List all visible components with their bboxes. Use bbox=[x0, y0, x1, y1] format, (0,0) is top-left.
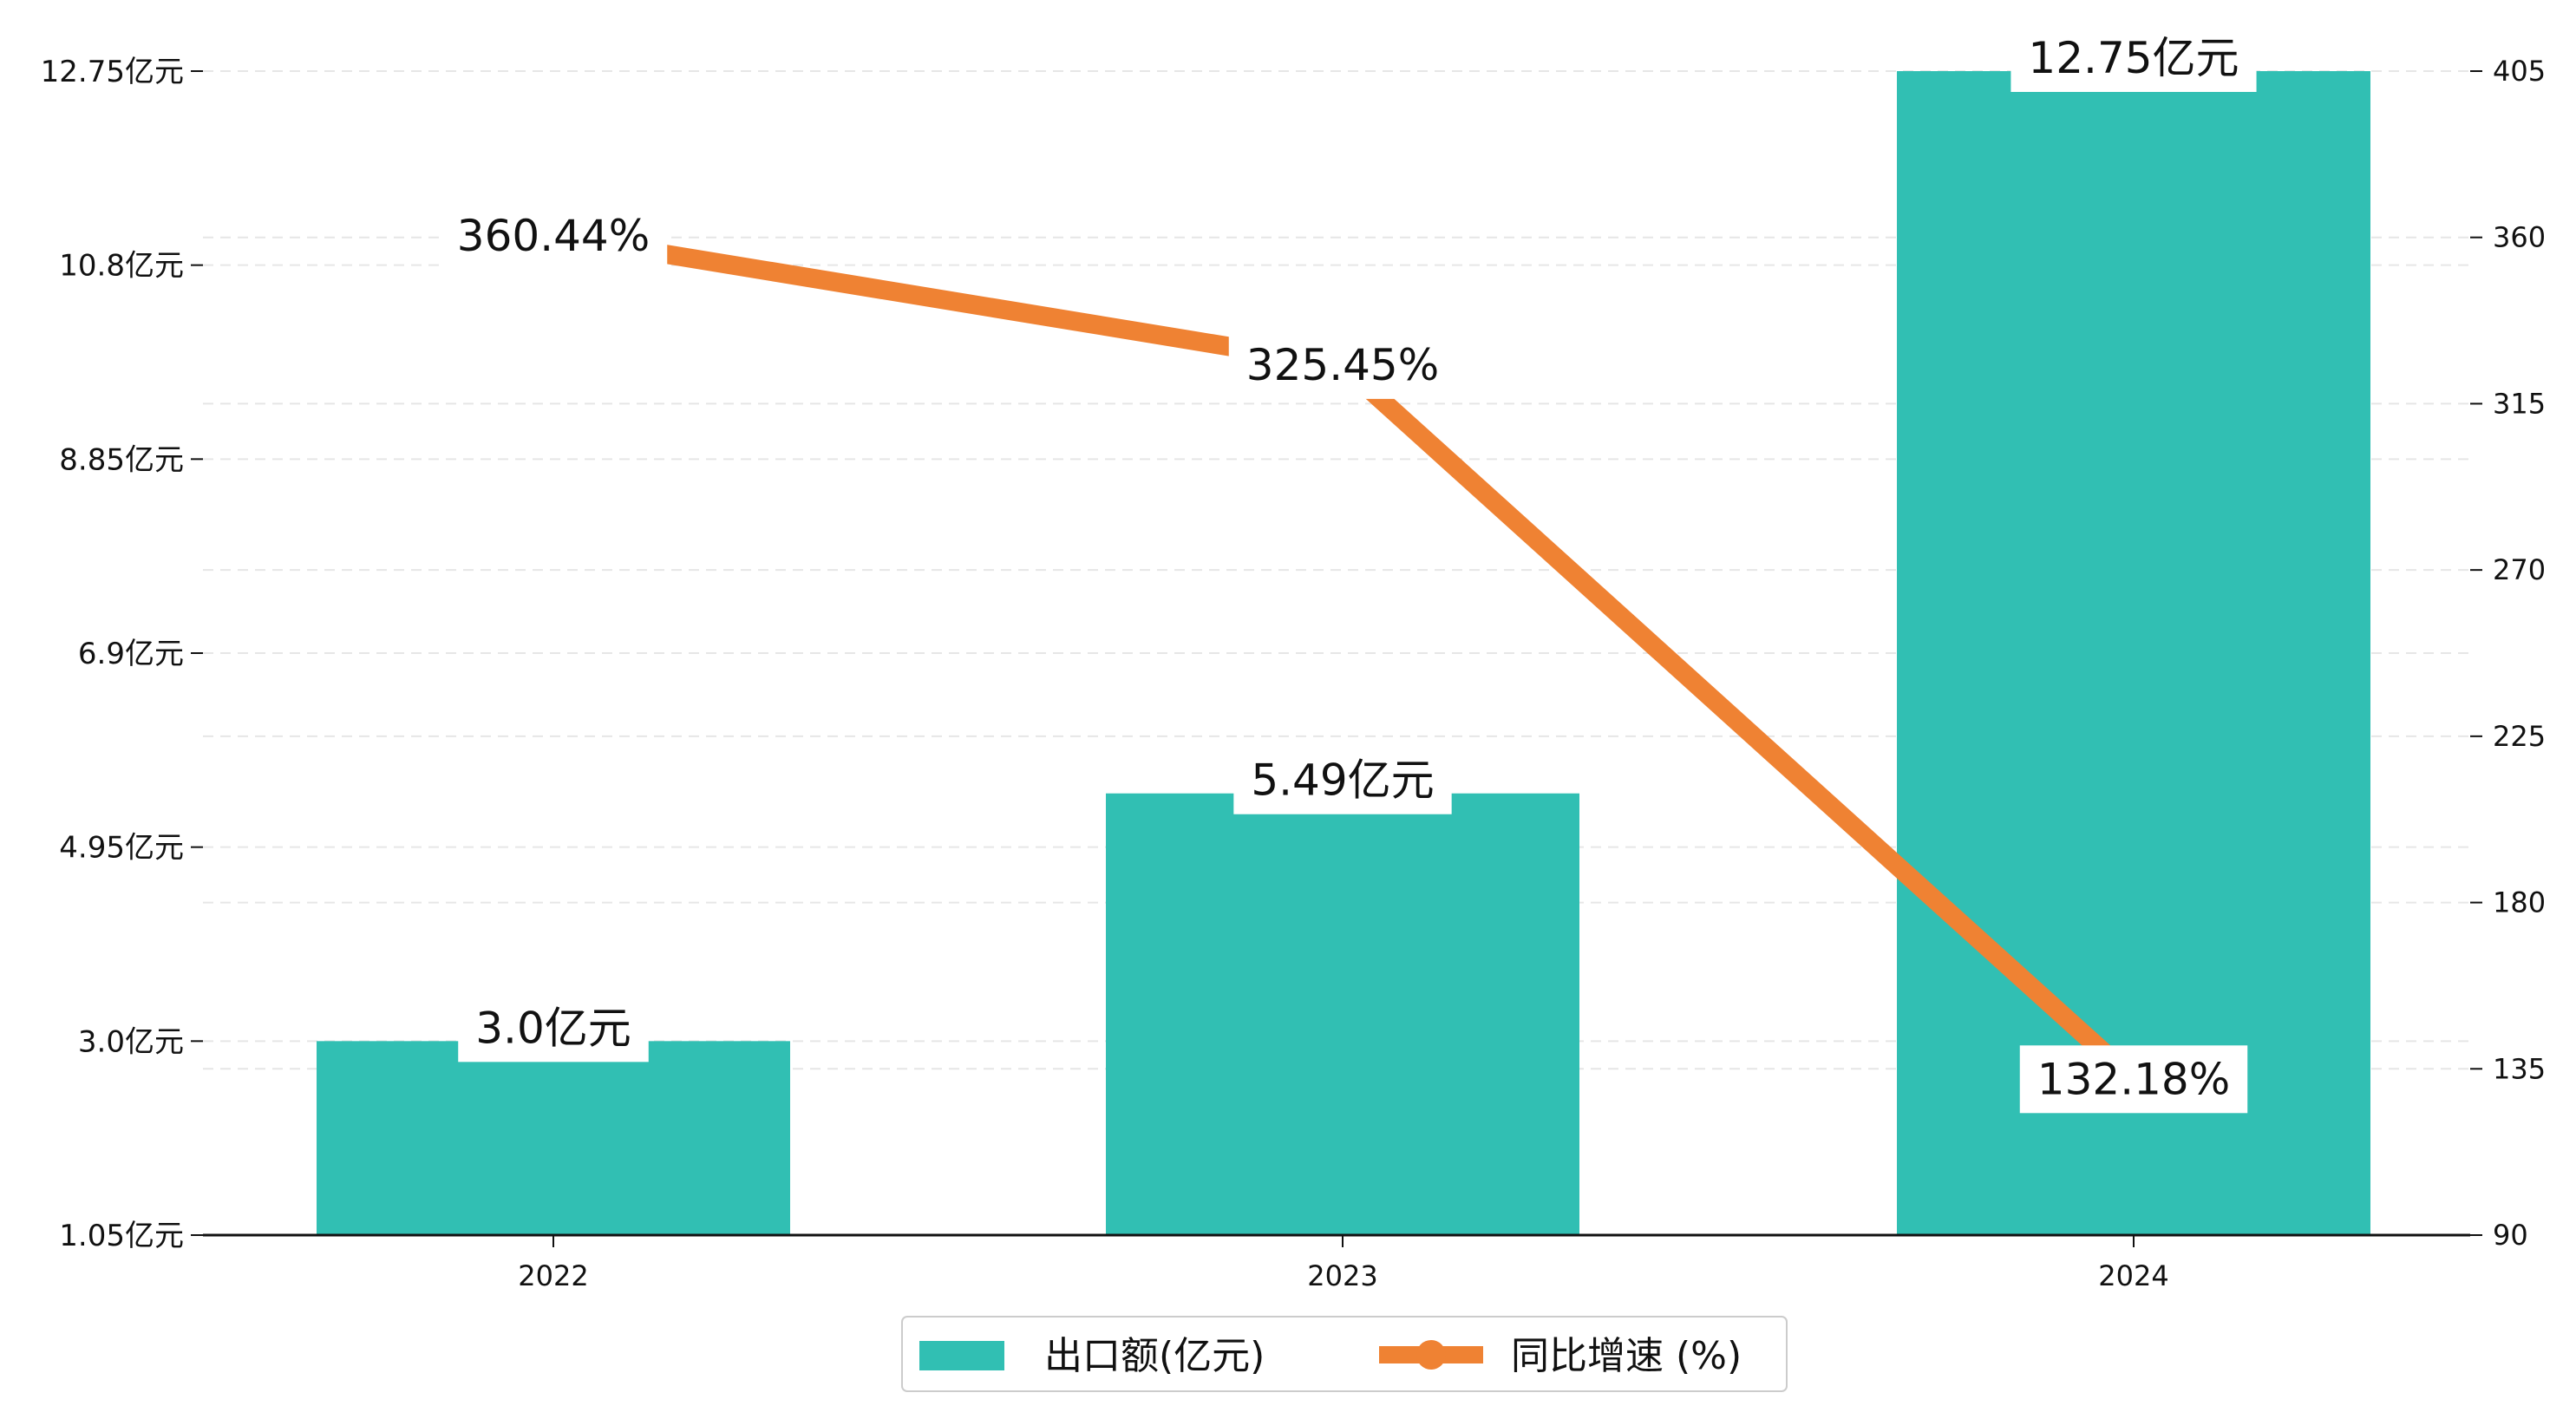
bar bbox=[317, 1041, 790, 1235]
bar-layer bbox=[317, 71, 2370, 1235]
legend-bar-label: 出口额(亿元) bbox=[1044, 1334, 1265, 1378]
line-value-label: 360.44% bbox=[457, 211, 650, 261]
right-tick-label: 405 bbox=[2493, 55, 2546, 88]
bar-value-label: 3.0亿元 bbox=[475, 1003, 631, 1053]
left-tick-label: 3.0亿元 bbox=[78, 1024, 184, 1059]
right-tick-label: 225 bbox=[2493, 720, 2546, 753]
bar-value-label: 5.49亿元 bbox=[1251, 755, 1434, 806]
right-tick-label: 135 bbox=[2493, 1052, 2546, 1085]
bar-value-label-bg bbox=[2010, 24, 2257, 92]
legend-box bbox=[901, 1316, 1788, 1392]
left-tick-label: 4.95亿元 bbox=[59, 831, 184, 866]
right-tick-label: 315 bbox=[2493, 387, 2546, 420]
bar bbox=[1106, 793, 1579, 1235]
line-value-label: 325.45% bbox=[1246, 340, 1439, 390]
left-tick-label: 8.85亿元 bbox=[59, 442, 184, 477]
legend-line-label: 同比增速 (%) bbox=[1511, 1334, 1742, 1378]
axis-layer: 1.05亿元 3.0亿元 4.95亿元 6.9亿元 8.85亿元 10.8亿元 12.75亿… bbox=[41, 55, 2546, 1292]
x-tick-label: 2023 bbox=[1307, 1259, 1377, 1292]
left-tick-label: 10.8亿元 bbox=[59, 249, 184, 284]
right-tick-label: 270 bbox=[2493, 553, 2546, 586]
bar-value-label: 12.75亿元 bbox=[2028, 33, 2239, 83]
legend-line-marker bbox=[1416, 1340, 1446, 1370]
x-tick-label: 2022 bbox=[518, 1259, 588, 1292]
x-tick-label: 2024 bbox=[2098, 1259, 2168, 1292]
left-tick-label: 12.75亿元 bbox=[41, 55, 184, 89]
right-tick-label: 180 bbox=[2493, 886, 2546, 919]
right-tick-label: 90 bbox=[2493, 1219, 2528, 1252]
left-tick-label: 1.05亿元 bbox=[59, 1219, 184, 1253]
bar-value-label-bg bbox=[458, 994, 649, 1063]
label-layer: 3.0亿元 5.49亿元 12.75亿元 360.44% 325.45% 132.18% bbox=[439, 24, 2257, 1114]
line-value-label-bg bbox=[1228, 330, 1457, 399]
right-tick-label: 360 bbox=[2493, 221, 2546, 254]
bar-value-label-bg bbox=[1233, 746, 1452, 814]
line-value-label: 132.18% bbox=[2037, 1054, 2230, 1104]
legend-bar-swatch bbox=[919, 1341, 1004, 1370]
bar bbox=[1897, 71, 2370, 1235]
line-value-label-bg bbox=[2019, 1045, 2248, 1114]
left-tick-label: 6.9亿元 bbox=[78, 637, 184, 671]
line-value-label-bg bbox=[439, 201, 668, 270]
legend: 出口额(亿元) 同比增速 (%) bbox=[901, 1316, 1788, 1392]
